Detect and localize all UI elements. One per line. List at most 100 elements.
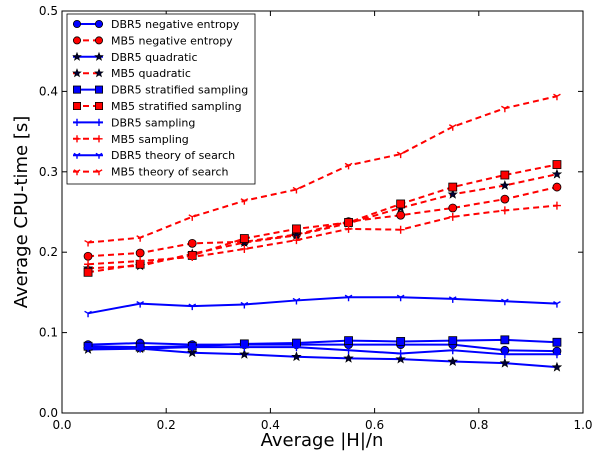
series-8 bbox=[84, 201, 561, 269]
series-layer bbox=[82, 93, 563, 372]
data-point bbox=[448, 336, 458, 346]
data-point bbox=[292, 224, 301, 234]
data-point bbox=[448, 296, 457, 303]
series-line bbox=[87, 95, 558, 244]
data-point bbox=[84, 260, 93, 269]
data-point bbox=[135, 248, 145, 258]
data-point bbox=[136, 301, 144, 308]
data-point bbox=[343, 352, 354, 363]
data-point bbox=[83, 251, 93, 261]
x-tick-label: 0.4 bbox=[261, 418, 280, 432]
data-point bbox=[552, 201, 561, 210]
data-point bbox=[84, 239, 92, 247]
data-point bbox=[501, 105, 509, 113]
legend-marker bbox=[95, 36, 104, 45]
legend-marker bbox=[72, 68, 82, 78]
series-line bbox=[87, 186, 558, 258]
data-point bbox=[396, 349, 405, 358]
legend-marker bbox=[95, 102, 104, 111]
data-point bbox=[188, 253, 197, 262]
data-point bbox=[292, 186, 301, 194]
data-point bbox=[84, 343, 93, 352]
data-point bbox=[344, 294, 353, 302]
y-tick-label: 0.0 bbox=[39, 406, 58, 420]
data-point bbox=[552, 337, 562, 347]
legend-marker bbox=[73, 169, 81, 176]
data-point bbox=[447, 356, 458, 366]
data-point bbox=[188, 303, 197, 311]
legend-label: MB5 theory of search bbox=[111, 166, 229, 179]
data-point bbox=[500, 350, 509, 359]
data-point bbox=[240, 244, 249, 253]
legend-entry: DBR5 stratified sampling bbox=[73, 84, 248, 97]
legend-marker bbox=[95, 118, 103, 126]
y-axis-label: Average CPU-time [s] bbox=[11, 116, 32, 309]
data-point bbox=[136, 344, 145, 353]
data-point bbox=[344, 224, 353, 233]
legend-marker bbox=[95, 152, 103, 159]
plot-frame bbox=[61, 10, 584, 414]
data-point bbox=[448, 346, 457, 355]
data-point bbox=[448, 212, 457, 221]
data-point bbox=[187, 347, 198, 358]
legend-label: DBR5 stratified sampling bbox=[111, 84, 248, 97]
legend-marker bbox=[95, 19, 104, 28]
data-point bbox=[344, 346, 353, 355]
legend-label: DBR5 quadratic bbox=[111, 51, 198, 64]
data-point bbox=[552, 182, 562, 192]
y-tick-label: 0.4 bbox=[39, 84, 58, 98]
legend-marker bbox=[95, 135, 103, 143]
series-line bbox=[87, 204, 558, 266]
data-point bbox=[136, 235, 144, 242]
data-point bbox=[448, 124, 457, 131]
series-line bbox=[88, 342, 557, 353]
data-point bbox=[292, 343, 301, 352]
legend-marker bbox=[73, 19, 82, 28]
data-point bbox=[448, 182, 458, 192]
data-point bbox=[239, 348, 250, 359]
data-point bbox=[553, 93, 561, 101]
data-point bbox=[447, 188, 458, 199]
data-point bbox=[501, 298, 509, 306]
series-line bbox=[87, 296, 557, 315]
legend-marker bbox=[95, 85, 104, 94]
legend-label: MB5 stratified sampling bbox=[111, 100, 242, 113]
data-point bbox=[396, 210, 406, 220]
legend-entry: MB5 negative entropy bbox=[73, 34, 233, 47]
legend-label: DBR5 theory of search bbox=[111, 149, 235, 162]
legend-label: DBR5 negative entropy bbox=[111, 18, 240, 31]
data-point bbox=[396, 199, 406, 209]
legend-entry: DBR5 quadratic bbox=[72, 51, 198, 64]
data-point bbox=[396, 151, 405, 159]
legend-marker bbox=[72, 51, 82, 61]
legend-entry: MB5 stratified sampling bbox=[73, 100, 242, 113]
legend-label: MB5 negative entropy bbox=[111, 34, 233, 47]
x-tick-label: 0.2 bbox=[157, 418, 176, 432]
legend-marker bbox=[73, 152, 81, 159]
legend-marker bbox=[94, 68, 104, 78]
legend-marker bbox=[73, 102, 82, 111]
data-point bbox=[187, 238, 197, 248]
data-point bbox=[240, 343, 249, 352]
data-point bbox=[396, 225, 405, 234]
data-point bbox=[188, 343, 197, 352]
legend-entry: MB5 sampling bbox=[73, 133, 189, 146]
series-line bbox=[88, 347, 558, 369]
data-point bbox=[551, 168, 563, 179]
legend-entry: MB5 quadratic bbox=[72, 67, 191, 80]
legend-label: DBR5 sampling bbox=[111, 116, 195, 129]
x-axis-label: Average |H|/n bbox=[261, 430, 384, 451]
series-line bbox=[88, 346, 557, 356]
data-point bbox=[500, 194, 510, 204]
legend-marker bbox=[73, 118, 81, 126]
series-9 bbox=[84, 294, 561, 318]
data-point bbox=[344, 336, 353, 346]
series-10 bbox=[84, 93, 561, 247]
data-point bbox=[395, 353, 406, 364]
x-tick-label: 0.0 bbox=[52, 418, 71, 432]
series-line bbox=[88, 338, 557, 349]
data-point bbox=[499, 357, 511, 368]
data-point bbox=[240, 198, 249, 205]
legend-marker bbox=[73, 135, 81, 143]
x-tick-label: 0.6 bbox=[365, 418, 384, 432]
